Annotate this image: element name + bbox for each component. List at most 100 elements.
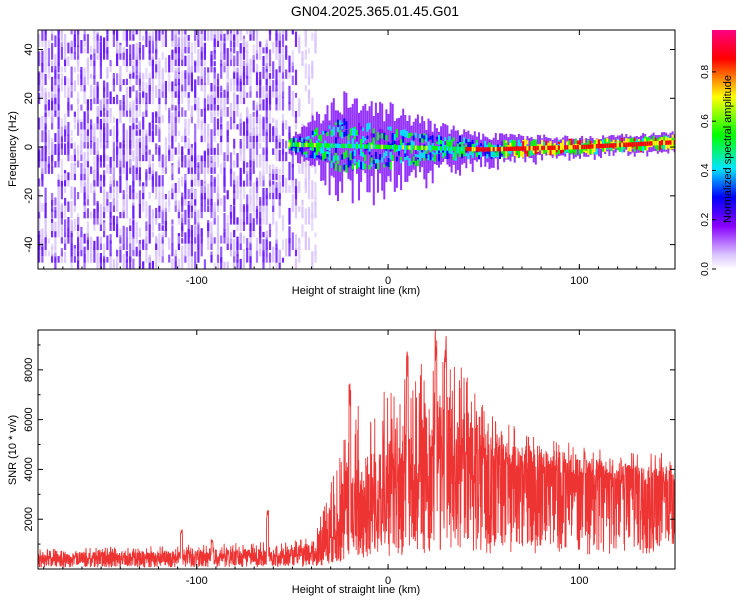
signal-ridge-cell: [389, 144, 392, 150]
noise-cell: [135, 90, 138, 98]
signal-cell: [440, 138, 443, 145]
signal-cell: [459, 136, 461, 143]
signal-cell: [446, 142, 449, 147]
noise-cell: [135, 46, 138, 54]
noise-cell: [200, 61, 203, 79]
noise-cell: [132, 165, 135, 181]
noise-cell: [99, 155, 102, 162]
noise-cell: [103, 49, 106, 60]
noise-cell: [119, 45, 122, 54]
y-tick-label: 0: [23, 144, 35, 150]
signal-cell: [326, 151, 329, 154]
noise-cell: [90, 98, 93, 111]
noise-cell: [229, 33, 233, 41]
noise-cell: [145, 129, 148, 136]
noise-cell: [83, 30, 86, 41]
noise-cell: [203, 118, 206, 136]
noise-cell: [41, 86, 44, 98]
signal-cell: [429, 152, 432, 161]
noise-cell: [142, 35, 145, 41]
noise-cell: [96, 106, 99, 117]
noise-cell: [122, 243, 125, 250]
signal-cell: [633, 145, 636, 152]
noise-cell: [44, 126, 47, 143]
signal-halo-cell: [311, 115, 314, 165]
noise-cell: [216, 254, 220, 263]
noise-cell: [171, 219, 174, 225]
noise-cell: [119, 176, 122, 193]
noise-cell: [161, 52, 164, 60]
signal-halo-cell: [400, 115, 403, 191]
signal-cell: [374, 152, 377, 159]
signal-halo-cell: [330, 102, 333, 176]
noise-cell: [54, 221, 57, 231]
signal-cell: [642, 145, 645, 152]
noise-cell: [246, 30, 249, 35]
noise-cell: [190, 105, 193, 117]
signal-halo-cell: [379, 101, 382, 174]
noise-cell: [83, 167, 86, 174]
noise-cell: [41, 146, 44, 162]
noise-cell: [171, 128, 174, 136]
signal-cell: [450, 139, 453, 145]
noise-cell: [44, 187, 47, 206]
x-tick-label: 100: [570, 275, 588, 287]
signal-ridge-cell: [482, 147, 485, 152]
noise-cell: [278, 174, 281, 193]
noise-cell: [77, 60, 80, 73]
noise-cell: [60, 143, 63, 149]
noise-cell: [207, 94, 210, 105]
noise-cell: [233, 91, 236, 105]
noise-cell: [57, 187, 60, 206]
noise-cell: [210, 175, 213, 187]
signal-cell: [334, 137, 337, 145]
noise-cell: [285, 177, 288, 193]
noise-cell: [278, 50, 281, 60]
signal-cell: [541, 150, 544, 155]
noise-cell: [161, 193, 164, 212]
signal-cell: [461, 148, 464, 156]
signal-cell: [448, 136, 451, 142]
noise-cell: [265, 157, 268, 174]
noise-cell: [57, 143, 60, 155]
signal-cell: [463, 137, 466, 144]
noise-cell: [200, 53, 203, 60]
noise-cell: [223, 95, 226, 111]
noise-cell: [106, 67, 109, 79]
signal-cell: [402, 140, 405, 148]
noise-cell: [190, 240, 193, 257]
noise-cell: [255, 91, 259, 98]
signal-ridge-cell: [610, 143, 613, 148]
noise-cell: [249, 140, 252, 149]
noise-cell: [171, 81, 174, 92]
noise-cell: [177, 235, 180, 244]
noise-cell: [272, 184, 275, 193]
noise-cell: [187, 41, 190, 54]
signal-cell: [410, 146, 413, 154]
noise-cell: [233, 205, 236, 225]
signal-ridge-cell: [513, 146, 516, 151]
noise-cell: [233, 178, 236, 187]
signal-ridge-cell: [370, 144, 373, 149]
noise-cell: [246, 171, 249, 187]
noise-cell: [155, 183, 158, 200]
noise-cell: [44, 30, 47, 41]
signal-ridge-cell: [353, 144, 356, 149]
noise-cell: [226, 130, 229, 143]
signal-cell: [328, 125, 331, 129]
noise-cell: [210, 85, 213, 105]
noise-cell: [294, 234, 298, 250]
signal-cell: [492, 144, 495, 149]
noise-cell: [275, 248, 278, 263]
noise-cell: [242, 38, 246, 47]
noise-cell: [171, 59, 174, 73]
signal-cell: [499, 151, 501, 159]
y-tick-label: -20: [23, 188, 35, 204]
noise-cell: [187, 137, 190, 149]
noise-cell: [246, 238, 249, 250]
signal-cell: [381, 129, 384, 134]
noise-cell: [252, 218, 255, 231]
signal-cell: [370, 142, 373, 146]
noise-cell: [96, 167, 99, 181]
noise-cell: [51, 30, 54, 35]
